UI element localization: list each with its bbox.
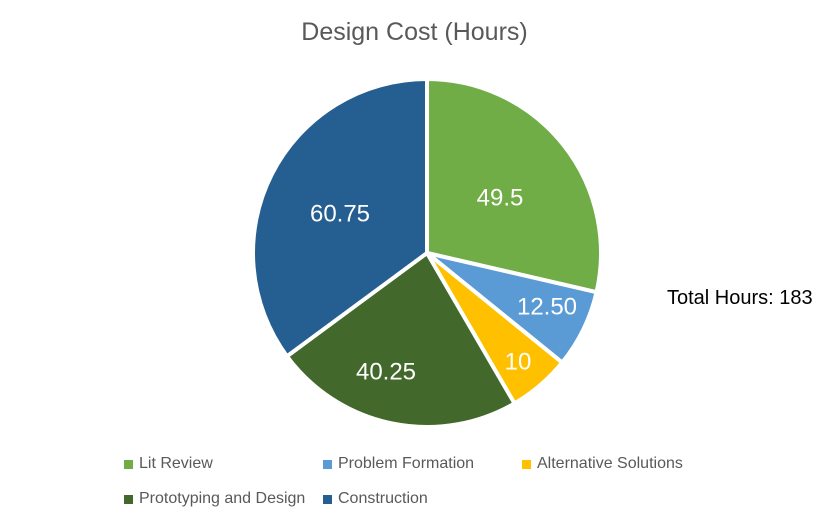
data-label-prototyping-and-design: 40.25 (356, 359, 416, 386)
data-label-alternative-solutions: 10 (505, 349, 532, 376)
data-label-problem-formation: 12.50 (517, 294, 577, 321)
data-label-construction: 60.75 (310, 201, 370, 228)
data-label-lit-review: 49.5 (477, 185, 524, 212)
pie-slice-prototyping-and-design (284, 251, 517, 429)
pie-slice-construction (251, 77, 429, 359)
pie-slice-lit-review (425, 77, 603, 295)
chart-title: Design Cost (Hours) (301, 18, 528, 46)
total-hours-annotation: Total Hours: 183 (667, 287, 813, 309)
